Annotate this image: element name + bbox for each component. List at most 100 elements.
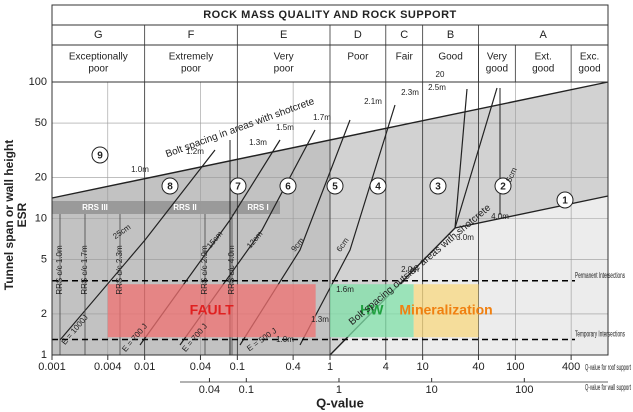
intersection-label: Temporary Intersections — [575, 330, 625, 339]
zone — [413, 284, 479, 338]
region-circle — [369, 177, 387, 195]
annotation: 2.5m — [428, 83, 446, 92]
region-label: 5 — [332, 182, 338, 193]
x-tick-label: 0.04 — [190, 361, 211, 373]
x2-tick-label: 100 — [515, 384, 533, 396]
x-tick-label: 10 — [417, 361, 429, 373]
rrs-band — [52, 201, 280, 214]
zone — [107, 284, 316, 338]
class-description: Exceptionally — [69, 52, 128, 63]
y-tick-label: 2 — [41, 308, 47, 320]
region-circle — [161, 177, 179, 195]
x2-tick-label: 0.1 — [239, 384, 254, 396]
x2-tick-label: 1 — [336, 384, 342, 396]
x2-tick-label: 0.04 — [199, 384, 220, 396]
annotation: 1.0m — [276, 335, 294, 344]
region-label: 8 — [167, 182, 173, 193]
zone-label: HW — [360, 301, 384, 317]
x-tick-label: 40 — [472, 361, 484, 373]
annotation: 4.0m — [491, 212, 509, 221]
class-letter: F — [188, 29, 195, 41]
subclass-description: good — [578, 64, 600, 75]
support-line — [454, 87, 498, 229]
annotation: 1.6m — [336, 285, 354, 294]
y-tick-label: 20 — [35, 171, 47, 183]
subclass-description: Ext. — [535, 52, 552, 63]
x2-tick-label: 10 — [426, 384, 438, 396]
class-letter: E — [280, 29, 287, 41]
x-tick-label: 4 — [383, 361, 389, 373]
x-tick-label: 0.001 — [38, 361, 66, 373]
y-tick-label: 10 — [35, 212, 47, 224]
x-tick-label: 400 — [562, 361, 580, 373]
region-circle — [279, 177, 297, 195]
annotation: 1.3m — [311, 315, 329, 324]
zone-label: Mineralization — [399, 301, 492, 317]
annotation: 2.0m — [401, 265, 419, 274]
region-circle — [556, 191, 574, 209]
region-circle — [91, 146, 109, 164]
x-tick-label: 0.004 — [94, 361, 122, 373]
zone — [330, 284, 414, 338]
class-description: poor — [274, 64, 295, 75]
annotation: 1.0m — [131, 165, 149, 174]
wall-label: Q-value for wall support — [585, 383, 631, 392]
support-line — [454, 88, 468, 229]
y-axis-label: Tunnel span or wall height — [2, 140, 16, 290]
annotation: 1.7m — [313, 113, 331, 122]
support-line — [59, 149, 216, 341]
region-label: 6 — [285, 182, 291, 193]
annotation: RRS c/c 4.0m — [227, 245, 236, 295]
class-description: poor — [181, 64, 202, 75]
y-tick-label: 1 — [41, 349, 47, 361]
annotation: RRS c/c 2.9m — [200, 245, 209, 295]
class-description: Good — [438, 52, 462, 63]
subclass-description: Exc. — [580, 52, 599, 63]
region-label: 9 — [97, 151, 103, 162]
support-line — [299, 104, 396, 346]
x-tick-label: 0.01 — [134, 361, 155, 373]
region-circle — [229, 177, 247, 195]
region-label: 7 — [235, 182, 241, 193]
x-axis-label: Q-value — [316, 395, 364, 410]
annotation: 1.2m — [186, 147, 204, 156]
class-letter: G — [94, 29, 103, 41]
plot-frame — [51, 81, 609, 356]
annotation: 20 — [436, 70, 445, 79]
region-circle — [429, 177, 447, 195]
region-label: 4 — [375, 182, 381, 193]
rrs-label: RRS I — [247, 203, 268, 212]
annotation: 3.0m — [456, 233, 474, 242]
class-description: Very — [274, 52, 294, 63]
y-tick-label: 5 — [41, 253, 47, 265]
zone-label: FAULT — [190, 301, 235, 317]
subclass-description: Very — [487, 52, 507, 63]
x-tick-label: 0.1 — [230, 361, 245, 373]
rrs-label: RRS II — [173, 203, 197, 212]
region-circle — [326, 177, 344, 195]
annotation: 2.3m — [401, 88, 419, 97]
region-label: 1 — [562, 196, 568, 207]
class-letter: B — [447, 29, 454, 41]
y-tick-label: 100 — [29, 76, 47, 88]
class-letter: C — [400, 29, 408, 41]
annotation: 1.5m — [276, 123, 294, 132]
x-tick-label: 100 — [506, 361, 524, 373]
chart-title: ROCK MASS QUALITY AND ROCK SUPPORT — [203, 9, 457, 21]
y-axis-label-2: ESR — [15, 202, 29, 227]
support-line — [51, 81, 609, 199]
class-letter: A — [540, 29, 548, 41]
class-description: Poor — [347, 52, 369, 63]
annotation: RRS c/c 1.7m — [80, 245, 89, 295]
x-tick-label: 1 — [327, 361, 333, 373]
class-letter: D — [354, 29, 362, 41]
class-description: Extremely — [169, 52, 213, 63]
region-label: 2 — [500, 182, 506, 193]
region-circle — [494, 177, 512, 195]
annotation: RRS c/c 1.0m — [55, 245, 64, 295]
subclass-description: good — [532, 64, 554, 75]
annotation: RRS c/c 2.3m — [115, 245, 124, 295]
annotation: 1.3m — [249, 138, 267, 147]
intersection-label: Permanent Intersections — [575, 271, 625, 280]
x-tick-label: 0.4 — [285, 361, 300, 373]
